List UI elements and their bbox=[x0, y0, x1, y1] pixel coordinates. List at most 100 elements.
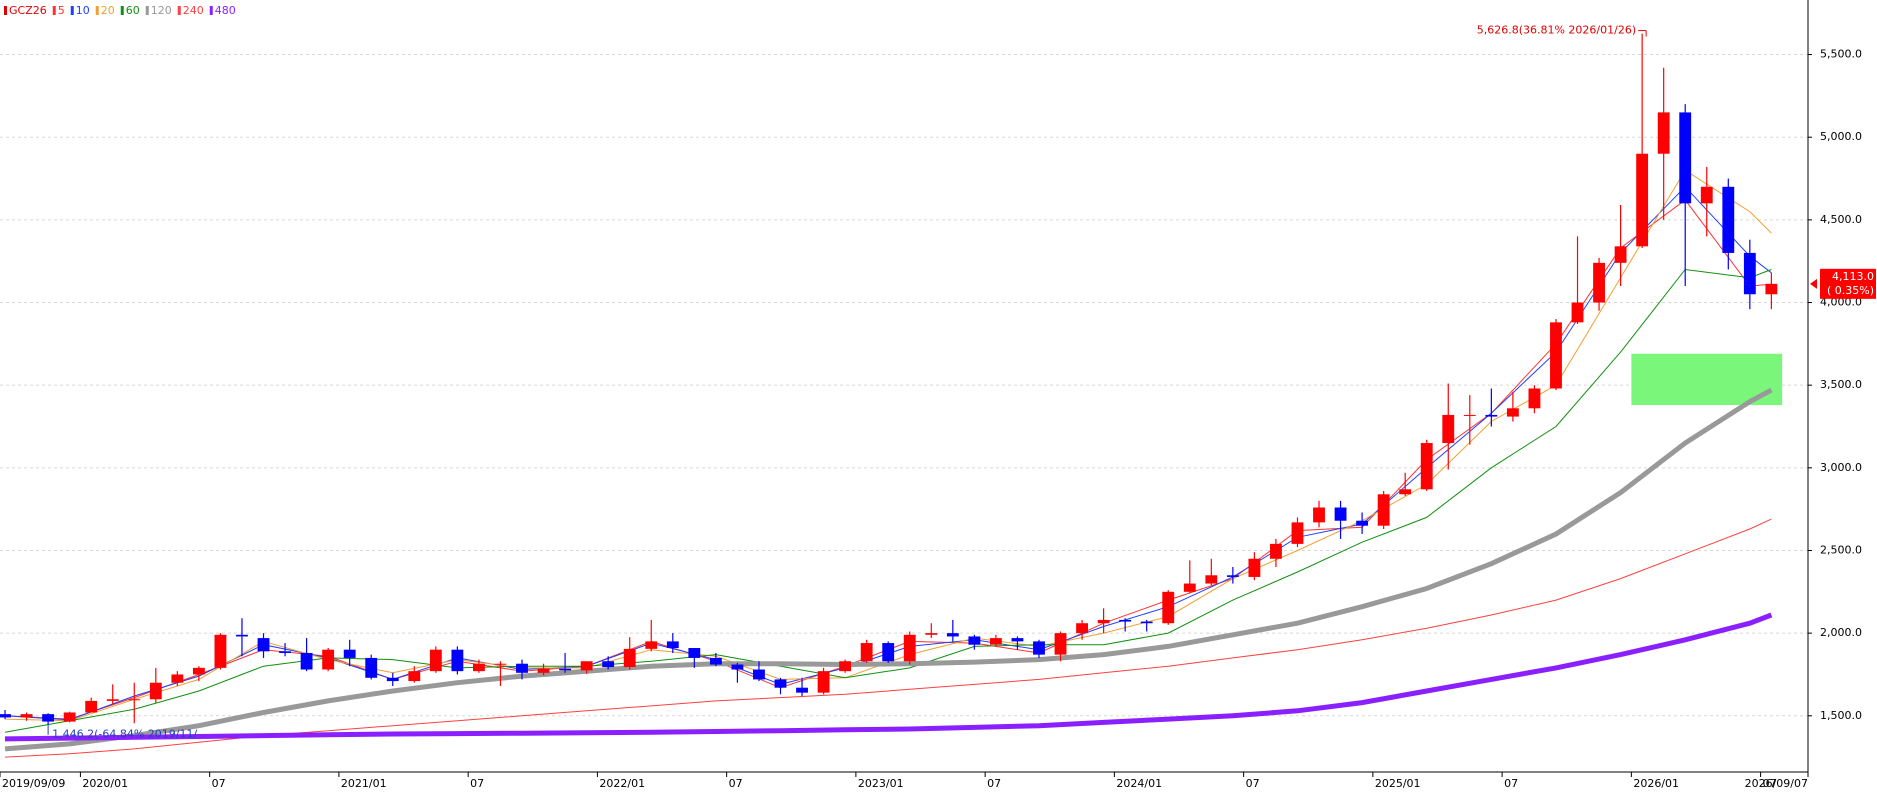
x-tick-label: 07 bbox=[729, 777, 743, 790]
legend-label: 20 bbox=[101, 4, 115, 17]
y-tick-label: 5,000.0 bbox=[1820, 130, 1862, 143]
candle-body bbox=[731, 664, 744, 670]
candle-body bbox=[946, 633, 959, 637]
candle-body bbox=[236, 634, 248, 637]
candle-body bbox=[1571, 302, 1584, 323]
x-tick-label: 07 bbox=[1504, 777, 1518, 790]
candle-body bbox=[1097, 619, 1110, 624]
candle-body bbox=[1033, 641, 1045, 655]
y-tick-label: 5,500.0 bbox=[1820, 48, 1862, 61]
candle-body bbox=[989, 638, 1002, 645]
candle-body bbox=[1485, 414, 1498, 417]
candle-body bbox=[817, 671, 830, 693]
candle-body bbox=[0, 714, 11, 718]
candle-body bbox=[42, 714, 55, 722]
candle-body bbox=[1614, 246, 1627, 263]
x-tick-label: 07 bbox=[987, 777, 1001, 790]
candle-body bbox=[149, 682, 162, 700]
candle-body bbox=[1528, 388, 1541, 409]
x-tick-label: 2022/01 bbox=[599, 777, 645, 790]
candle-body bbox=[106, 699, 119, 701]
last-price-pointer bbox=[1810, 278, 1817, 289]
ma-line bbox=[4, 518, 1772, 758]
legend-swatch bbox=[4, 6, 7, 15]
candle-body bbox=[214, 634, 227, 668]
legend-label: 120 bbox=[151, 4, 172, 17]
candle-body bbox=[537, 668, 550, 673]
annotation: 1,446.2(-64.84% 2019/11/ bbox=[52, 728, 197, 741]
candle-body bbox=[860, 643, 873, 662]
y-tick-label: 1,500.0 bbox=[1820, 709, 1862, 722]
legend-label: 5 bbox=[58, 4, 65, 17]
ma-line bbox=[4, 169, 1772, 722]
candle-body bbox=[1506, 408, 1519, 417]
ma-line bbox=[4, 199, 1772, 720]
ma-line bbox=[4, 612, 1773, 742]
legend-swatch bbox=[209, 6, 213, 15]
candle-body bbox=[602, 661, 615, 668]
candle-body bbox=[386, 677, 399, 682]
x-tick-label: 07 bbox=[1763, 777, 1777, 790]
legend-swatch bbox=[95, 6, 99, 15]
candle-body bbox=[63, 712, 76, 722]
candle-body bbox=[1593, 262, 1605, 303]
candle-body bbox=[666, 641, 679, 649]
y-tick-label: 3,500.0 bbox=[1820, 378, 1862, 391]
x-tick-label: 2019/09/09 bbox=[2, 777, 65, 790]
legend-label: 60 bbox=[126, 4, 140, 17]
legend-label: 10 bbox=[76, 4, 90, 17]
candle-body bbox=[171, 674, 184, 683]
candle-body bbox=[1162, 591, 1175, 624]
candle-body bbox=[451, 649, 464, 672]
candle-body bbox=[839, 661, 852, 672]
candle-body bbox=[429, 649, 442, 672]
x-tick-label: 2020/01 bbox=[82, 777, 128, 790]
candle-body bbox=[1356, 520, 1369, 526]
candle-body bbox=[20, 714, 33, 718]
legend-swatch bbox=[52, 6, 56, 15]
candle-body bbox=[192, 667, 205, 675]
candle-body bbox=[1119, 619, 1132, 622]
candle-body bbox=[1722, 186, 1735, 253]
candle-body bbox=[1442, 414, 1455, 444]
candle-body bbox=[1399, 489, 1412, 495]
candle-body bbox=[753, 669, 765, 680]
candle-body bbox=[257, 638, 270, 652]
legend-swatch bbox=[120, 6, 124, 15]
x-tick-label: 2023/01 bbox=[858, 777, 904, 790]
candle-body bbox=[925, 633, 938, 635]
candle-body bbox=[1657, 112, 1670, 154]
candle-body bbox=[1743, 252, 1756, 295]
candle-body bbox=[1679, 112, 1692, 204]
candle-body bbox=[1011, 638, 1024, 642]
candle-body bbox=[1291, 522, 1304, 544]
legend-swatch bbox=[177, 6, 181, 15]
candle-body bbox=[1377, 494, 1390, 526]
candle-body bbox=[1550, 322, 1562, 389]
candle-body bbox=[1054, 633, 1067, 655]
candle-body bbox=[408, 671, 421, 682]
candle-body bbox=[1140, 621, 1153, 624]
x-tick-label: 2021/01 bbox=[341, 777, 387, 790]
candle-body bbox=[343, 649, 356, 658]
candle-body bbox=[1765, 283, 1778, 295]
candle-body bbox=[774, 679, 787, 688]
annotation: 5,626.8(36.81% 2026/01/26) bbox=[1477, 24, 1636, 37]
legend-swatch bbox=[70, 6, 74, 15]
candle-body bbox=[1313, 507, 1325, 523]
y-tick-label: 2,500.0 bbox=[1820, 543, 1862, 556]
legend-label: GCZ26 bbox=[9, 4, 47, 17]
candle-body bbox=[1334, 507, 1347, 521]
candle-body bbox=[709, 657, 722, 665]
legend-label: 240 bbox=[183, 4, 204, 17]
candle-body bbox=[1248, 558, 1261, 577]
candle-body bbox=[365, 657, 378, 678]
candle-body bbox=[1700, 186, 1713, 204]
x-tick-label: 2025/01 bbox=[1375, 777, 1421, 790]
last-price-change: ( 0.35%) bbox=[1827, 284, 1874, 297]
candle-body bbox=[473, 663, 485, 672]
x-tick-label: 07 bbox=[212, 777, 226, 790]
x-tick-label: 2024/01 bbox=[1116, 777, 1162, 790]
